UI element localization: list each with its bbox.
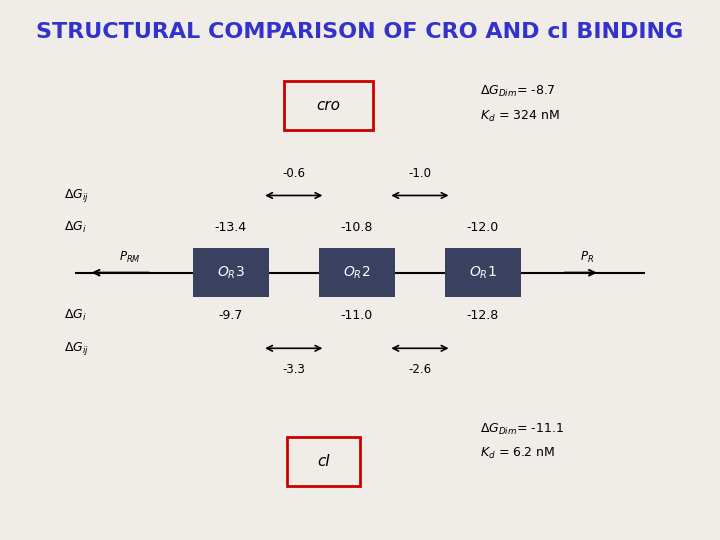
Text: $\Delta G_{Dim}$= -11.1: $\Delta G_{Dim}$= -11.1 bbox=[480, 422, 564, 437]
FancyBboxPatch shape bbox=[319, 248, 395, 297]
Text: $\Delta G_i$: $\Delta G_i$ bbox=[63, 308, 86, 323]
Text: $O_R3$: $O_R3$ bbox=[217, 265, 245, 281]
Text: $\Delta G_{Dim}$= -8.7: $\Delta G_{Dim}$= -8.7 bbox=[480, 84, 555, 99]
Text: -2.6: -2.6 bbox=[408, 363, 431, 376]
Text: cI: cI bbox=[318, 454, 330, 469]
Text: -13.4: -13.4 bbox=[215, 221, 247, 234]
Text: $\Delta G_i$: $\Delta G_i$ bbox=[63, 220, 86, 235]
Text: $O_R2$: $O_R2$ bbox=[343, 265, 371, 281]
Text: -12.8: -12.8 bbox=[467, 309, 499, 322]
Text: -9.7: -9.7 bbox=[218, 309, 243, 322]
Text: -10.8: -10.8 bbox=[341, 221, 373, 234]
FancyBboxPatch shape bbox=[284, 81, 373, 130]
Text: -11.0: -11.0 bbox=[341, 309, 373, 322]
FancyBboxPatch shape bbox=[287, 437, 360, 486]
Text: $P_R$: $P_R$ bbox=[580, 249, 594, 265]
Text: $O_R1$: $O_R1$ bbox=[469, 265, 497, 281]
Text: -3.3: -3.3 bbox=[282, 363, 305, 376]
Text: $K_d$ = 324 nM: $K_d$ = 324 nM bbox=[480, 109, 559, 124]
Text: $\Delta G_{ij}$: $\Delta G_{ij}$ bbox=[63, 340, 89, 357]
Text: -1.0: -1.0 bbox=[408, 167, 431, 180]
Text: -12.0: -12.0 bbox=[467, 221, 499, 234]
Text: -0.6: -0.6 bbox=[282, 167, 305, 180]
FancyBboxPatch shape bbox=[193, 248, 269, 297]
Text: $K_d$ = 6.2 nM: $K_d$ = 6.2 nM bbox=[480, 446, 555, 461]
Text: cro: cro bbox=[317, 98, 341, 113]
Text: $\Delta G_{ij}$: $\Delta G_{ij}$ bbox=[63, 187, 89, 204]
FancyBboxPatch shape bbox=[445, 248, 521, 297]
Text: STRUCTURAL COMPARISON OF CRO AND cI BINDING: STRUCTURAL COMPARISON OF CRO AND cI BIND… bbox=[37, 22, 683, 42]
Text: $P_{RM}$: $P_{RM}$ bbox=[119, 249, 140, 265]
